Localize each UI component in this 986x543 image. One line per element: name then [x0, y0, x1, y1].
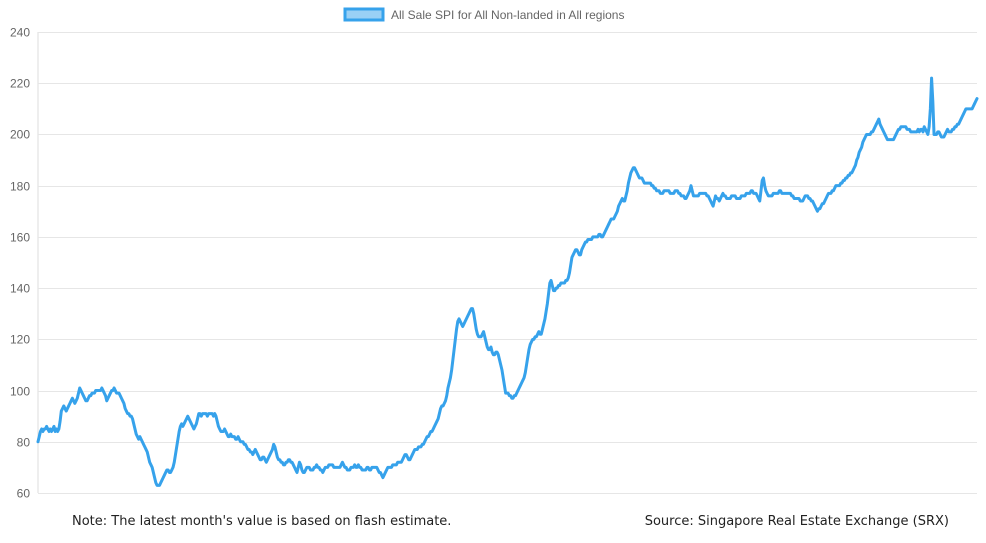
legend-swatch[interactable]: [343, 7, 385, 22]
y-axis-ticks: 60 80 100 120 140 160 180 200 220 240: [10, 26, 30, 501]
footer-source: Source: Singapore Real Estate Exchange (…: [644, 514, 949, 529]
y-tick-label: 160: [10, 231, 30, 245]
legend-label[interactable]: All Sale SPI for All Non-landed in All r…: [391, 8, 624, 22]
y-tick-label: 80: [17, 436, 31, 450]
y-tick-label: 140: [10, 282, 30, 296]
gridlines: [37, 32, 977, 494]
series-group: [36, 76, 979, 487]
y-tick-label: 60: [17, 487, 31, 501]
y-tick-label: 120: [10, 333, 30, 347]
y-tick-label: 100: [10, 385, 30, 399]
series-line[interactable]: [36, 76, 979, 487]
footer-note: Note: The latest month's value is based …: [72, 514, 452, 529]
y-tick-label: 240: [10, 26, 30, 40]
y-tick-label: 220: [10, 77, 30, 91]
y-tick-label: 180: [10, 180, 30, 194]
legend[interactable]: All Sale SPI for All Non-landed in All r…: [343, 7, 624, 22]
y-tick-label: 200: [10, 128, 30, 142]
